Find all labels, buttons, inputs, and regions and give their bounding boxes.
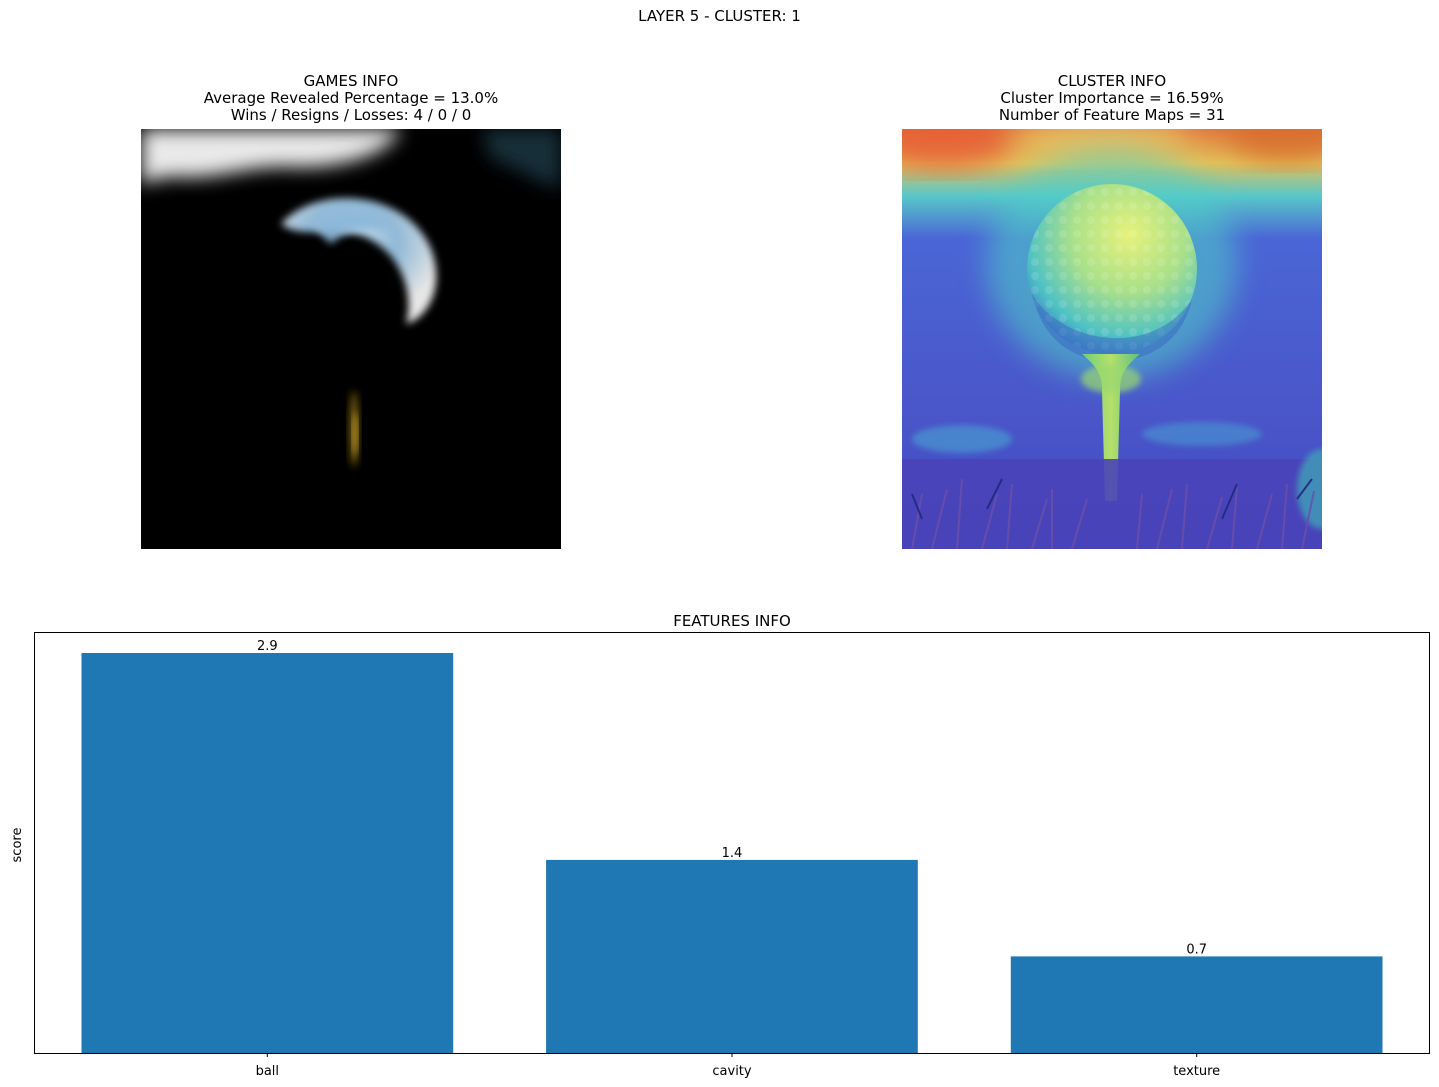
x-tick-label-cavity: cavity	[712, 1064, 752, 1079]
cluster-info-heading: CLUSTER INFO	[1057, 72, 1167, 90]
x-tick-label-ball: ball	[256, 1064, 279, 1079]
x-tick-label-texture: texture	[1173, 1064, 1220, 1079]
bar-cavity	[546, 859, 918, 1053]
plot-frame	[34, 632, 1430, 1054]
games-info-heading: GAMES INFO	[303, 72, 399, 90]
cluster-info-title: CLUSTER INFO Cluster Importance = 16.59%…	[902, 73, 1322, 124]
data-label-cavity: 1.4	[722, 846, 743, 861]
bar-ball	[81, 653, 454, 1053]
revealed-percentage-text: Average Revealed Percentage = 13.0%	[203, 89, 499, 107]
bars-group	[81, 653, 1383, 1053]
data-label-texture: 0.7	[1186, 942, 1207, 957]
wins-resigns-losses-text: Wins / Resigns / Losses: 4 / 0 / 0	[230, 106, 472, 124]
feature-maps-count-text: Number of Feature Maps = 31	[998, 106, 1226, 124]
heatmap-image	[902, 129, 1322, 549]
bar-texture	[1010, 956, 1383, 1053]
y-axis-label: score	[10, 828, 25, 863]
cluster-importance-text: Cluster Importance = 16.59%	[1000, 89, 1224, 107]
games-info-title: GAMES INFO Average Revealed Percentage =…	[141, 73, 561, 124]
chart-title: FEATURES INFO	[673, 612, 791, 630]
data-labels-group: 2.9 1.4 0.7	[257, 639, 1207, 957]
revealed-image	[141, 129, 561, 549]
figure-title: LAYER 5 - CLUSTER: 1	[638, 7, 801, 25]
data-label-ball: 2.9	[257, 639, 278, 654]
x-ticks-group: ball cavity texture	[256, 1053, 1220, 1079]
